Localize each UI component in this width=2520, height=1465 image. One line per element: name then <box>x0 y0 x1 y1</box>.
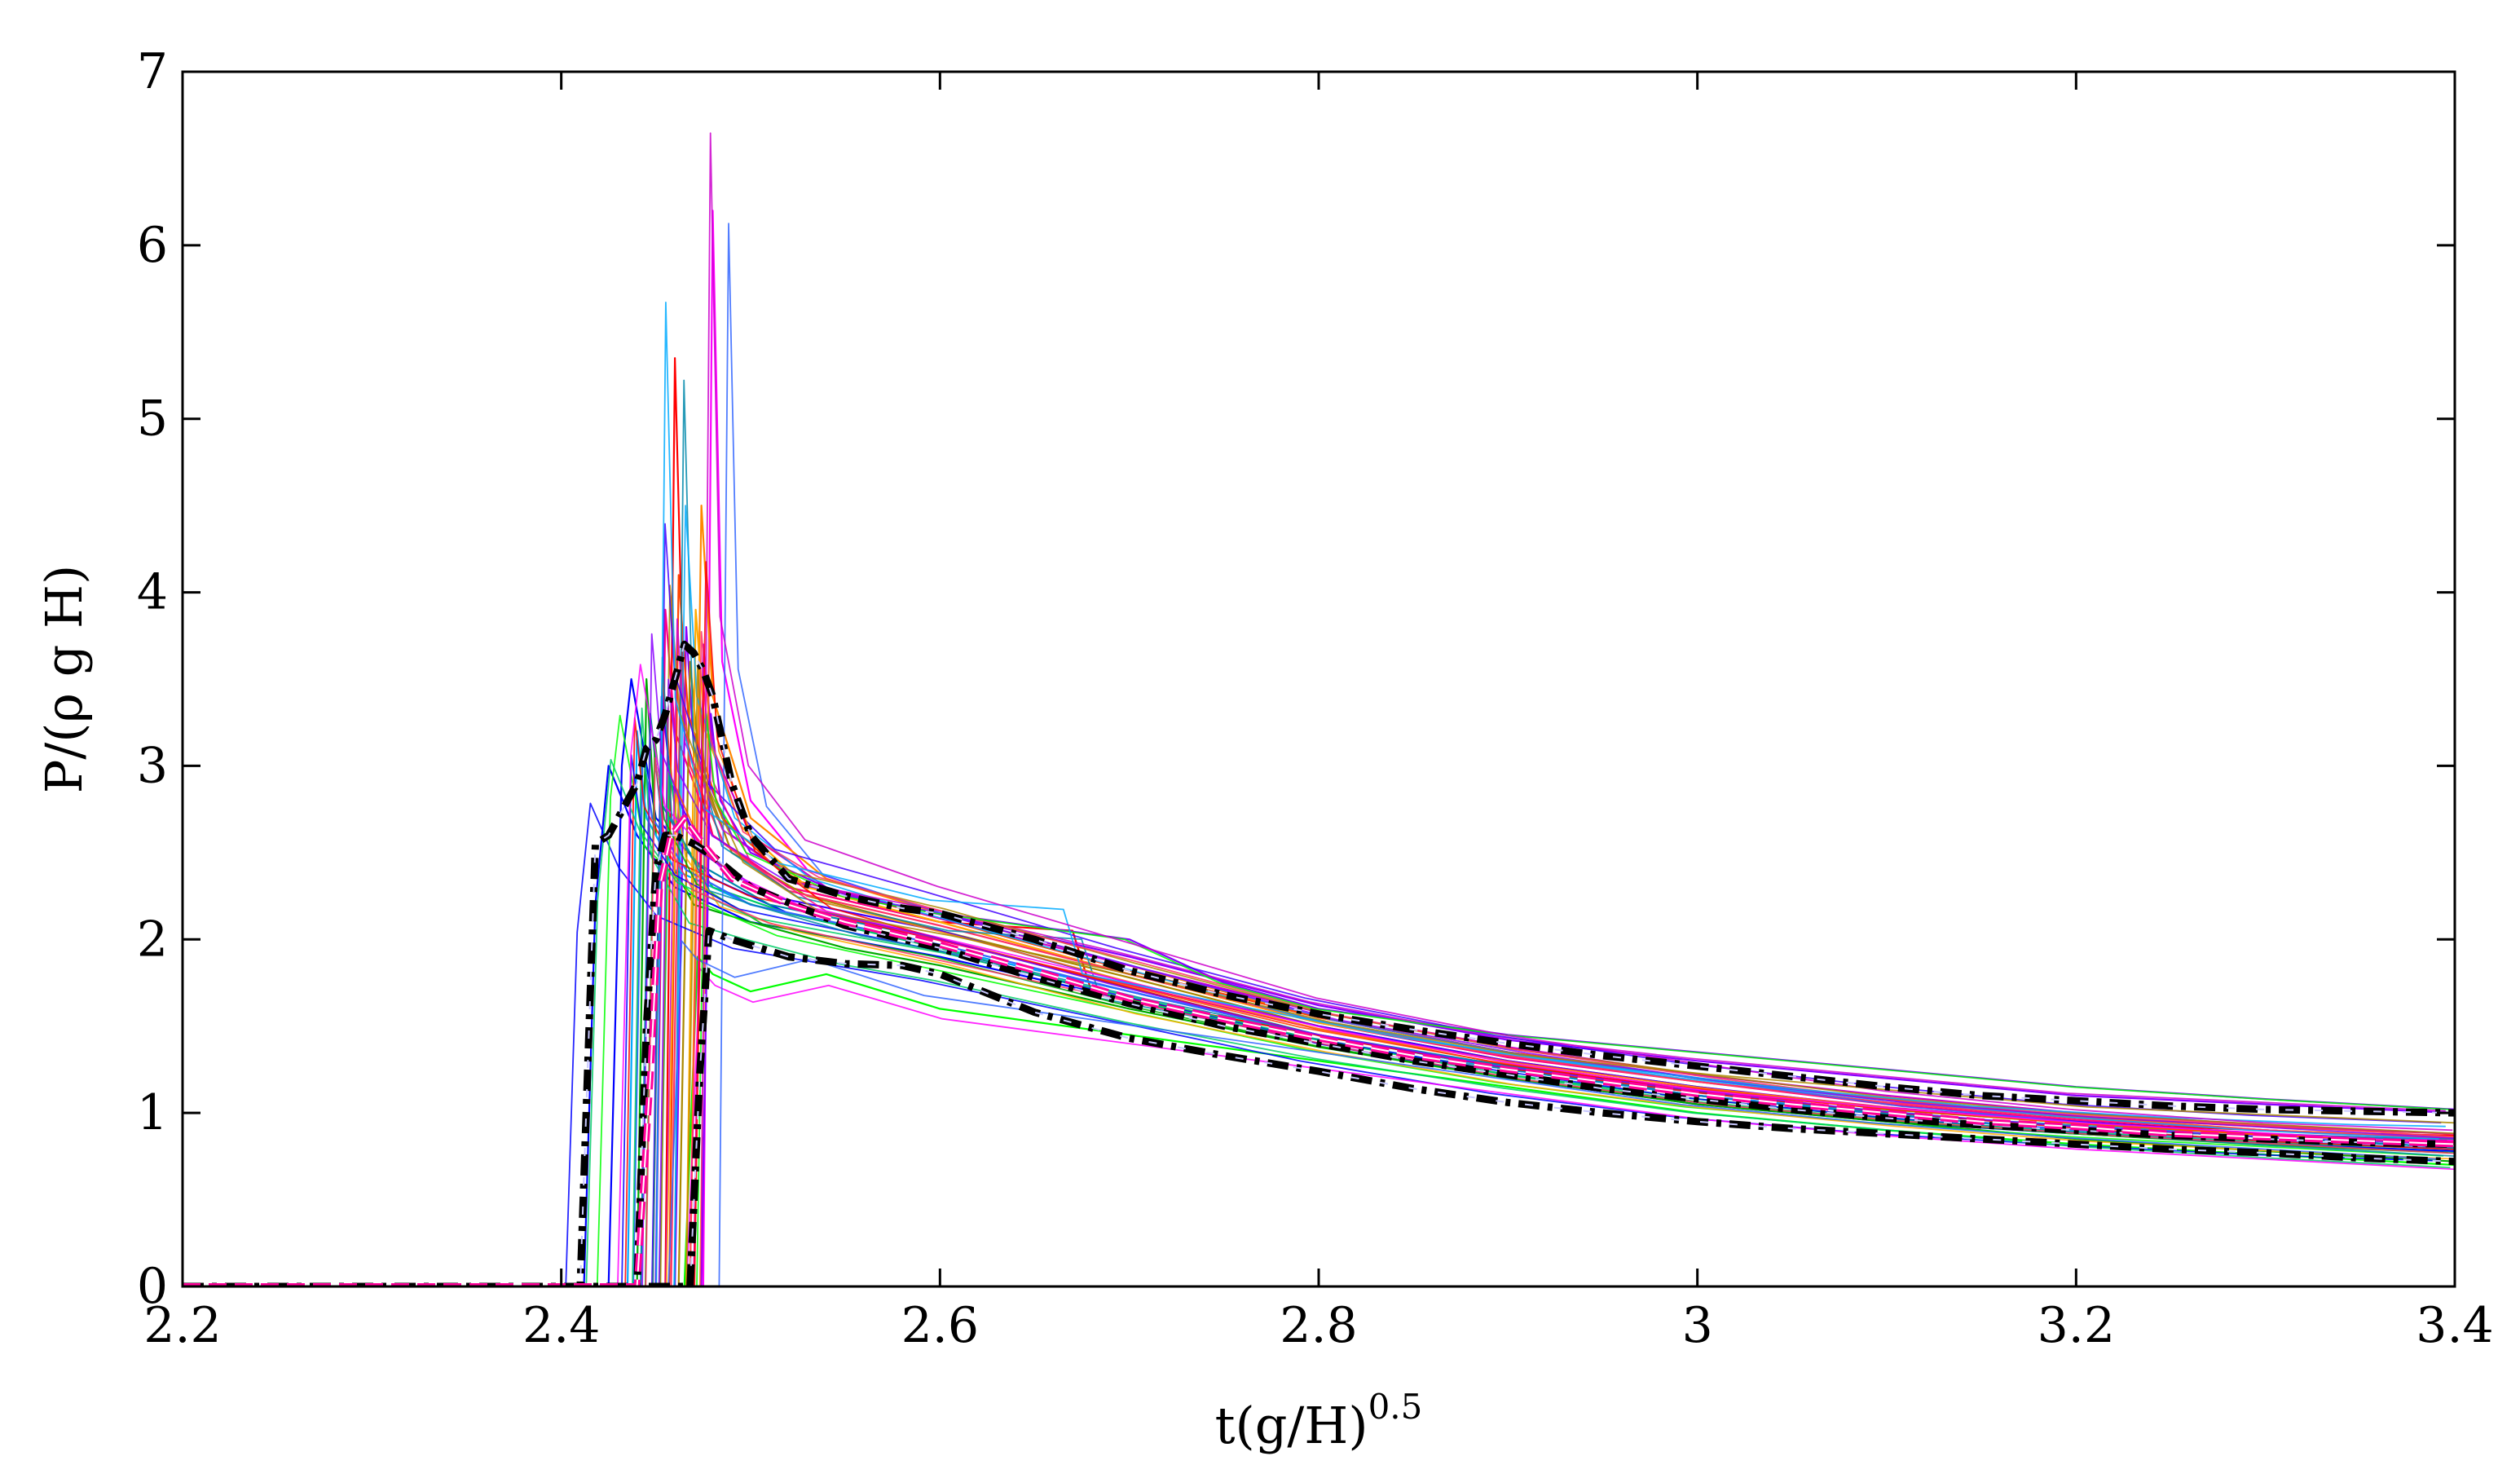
envelope-series-highlight <box>183 643 2455 1286</box>
x-tick-label: 3.2 <box>2038 1297 2115 1354</box>
x-axis-title-sup: 0.5 <box>1368 1387 1423 1427</box>
y-tick-label: 0 <box>137 1258 168 1315</box>
x-axis-title-main: t(g/H) <box>1215 1396 1368 1455</box>
ensemble-series-line <box>183 707 2451 1286</box>
y-axis-title: P/(ρ g H) <box>34 565 94 794</box>
ensemble-series-line <box>183 940 2439 1286</box>
y-tick-label: 3 <box>137 737 168 794</box>
x-tick-label: 3.4 <box>2416 1297 2493 1354</box>
ensemble-series-line <box>183 561 2455 1286</box>
ensemble-series-line <box>183 790 2455 1286</box>
y-tick-label: 5 <box>137 391 168 448</box>
y-tick-label: 6 <box>137 217 168 274</box>
envelope-series-highlight <box>183 929 2455 1286</box>
series-layer <box>183 132 2455 1286</box>
ensemble-series-line <box>183 678 2455 1286</box>
x-tick-label: 2.8 <box>1280 1297 1357 1354</box>
y-tick-label: 4 <box>137 564 168 621</box>
mean-series-highlight <box>183 817 2455 1286</box>
ensemble-series-line <box>183 758 2455 1286</box>
x-tick-label: 2.6 <box>901 1297 979 1354</box>
ensemble-series-line <box>183 626 2455 1286</box>
x-tick-label: 2.4 <box>522 1297 600 1354</box>
y-axis: 0 1 2 3 4 5 6 7 <box>137 43 2455 1315</box>
ensemble-series-line <box>183 132 2453 1286</box>
envelope-series-line <box>183 927 2455 1286</box>
plot-background <box>183 72 2455 1286</box>
ensemble-series-line <box>183 302 2446 1286</box>
ensemble-series-line <box>183 665 2455 1286</box>
x-axis-title: t(g/H)0.5 <box>1215 1387 1423 1455</box>
x-tick-label: 3 <box>1682 1297 1713 1354</box>
envelope-series-highlight <box>183 834 2455 1286</box>
x-axis: 2.2 2.4 2.6 2.8 3 3.2 3.4 <box>143 72 2494 1354</box>
ensemble-series-line <box>183 713 2451 1286</box>
y-tick-label: 1 <box>137 1084 168 1141</box>
ensemble-series-line <box>183 664 2455 1286</box>
y-tick-label: 2 <box>137 911 168 968</box>
x-tick-label: 2.2 <box>143 1297 221 1354</box>
y-tick-label: 7 <box>137 43 168 100</box>
